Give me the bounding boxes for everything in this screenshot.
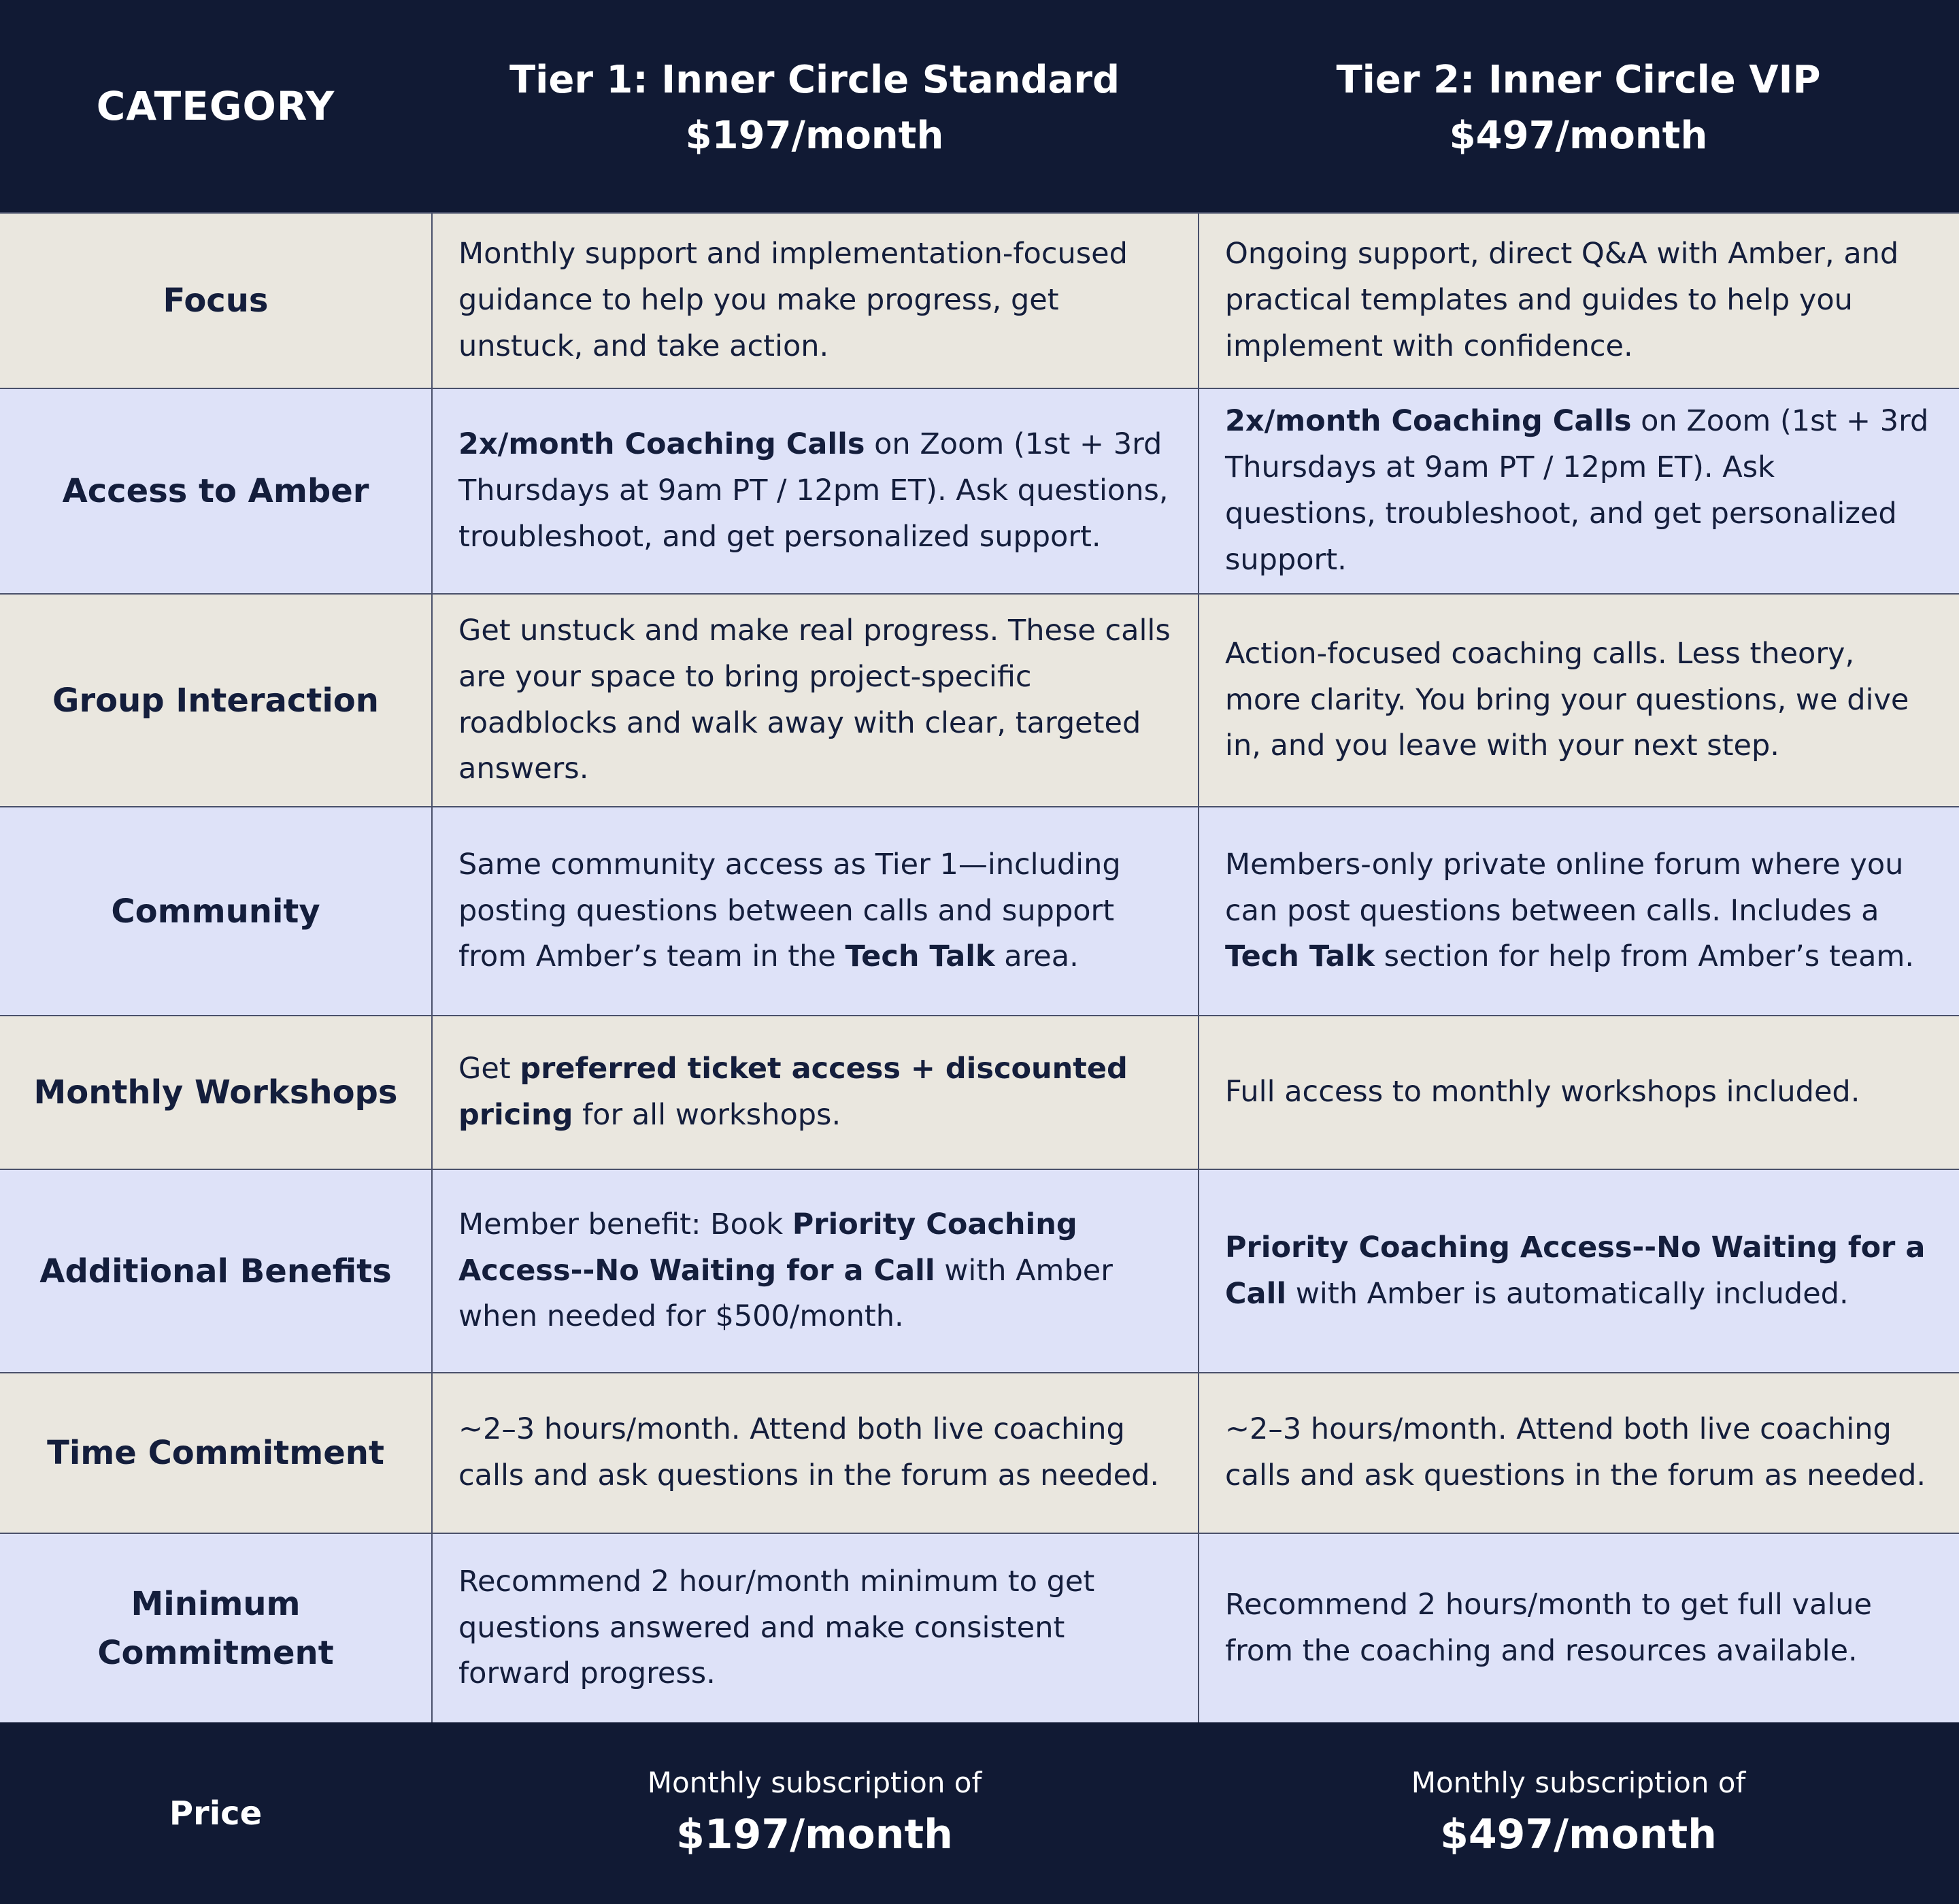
- footer-price-label: Price: [169, 1794, 263, 1833]
- tier2-cell: Recommend 2 hours/month to get full valu…: [1198, 1533, 1959, 1722]
- tier2-cell: Priority Coaching Access--No Waiting for…: [1198, 1169, 1959, 1372]
- tier1-cell: Member benefit: Book Priority Coaching A…: [431, 1169, 1198, 1372]
- footer-tier1-subscription: Monthly subscription of: [647, 1766, 982, 1799]
- category-cell: Community: [0, 806, 431, 1015]
- tier2-cell: ~2–3 hours/month. Attend both live coach…: [1198, 1372, 1959, 1533]
- tier1-cell: Monthly support and implementation-focus…: [431, 212, 1198, 388]
- tier2-cell: Ongoing support, direct Q&A with Amber, …: [1198, 212, 1959, 388]
- tier1-cell: Get preferred ticket access + discounted…: [431, 1015, 1198, 1169]
- tier2-cell: 2x/month Coaching Calls on Zoom (1st + 3…: [1198, 388, 1959, 593]
- tier2-cell: Members-only private online forum where …: [1198, 806, 1959, 1015]
- category-cell: Focus: [0, 212, 431, 388]
- footer-tier2-subscription: Monthly subscription of: [1411, 1766, 1746, 1799]
- category-cell: Minimum Commitment: [0, 1533, 431, 1722]
- footer-tier1: Monthly subscription of $197/month: [431, 1722, 1198, 1904]
- footer-tier2-price: $497/month: [1440, 1811, 1717, 1858]
- footer-price-row-label: Price: [0, 1722, 431, 1904]
- header-tier2: Tier 2: Inner Circle VIP $497/month: [1198, 0, 1959, 212]
- header-tier1: Tier 1: Inner Circle Standard $197/month: [431, 0, 1198, 212]
- tier2-cell: Full access to monthly workshops include…: [1198, 1015, 1959, 1169]
- category-header-label: CATEGORY: [96, 83, 335, 129]
- tier1-title: Tier 1: Inner Circle Standard: [509, 57, 1120, 102]
- tier2-price: $497/month: [1449, 113, 1708, 158]
- category-cell: Group Interaction: [0, 593, 431, 806]
- footer-tier1-price: $197/month: [676, 1811, 953, 1858]
- tier2-cell: Action-focused coaching calls. Less theo…: [1198, 593, 1959, 806]
- tier1-cell: Recommend 2 hour/month minimum to get qu…: [431, 1533, 1198, 1722]
- tier1-cell: Get unstuck and make real progress. Thes…: [431, 593, 1198, 806]
- category-cell: Time Commitment: [0, 1372, 431, 1533]
- tier1-cell: ~2–3 hours/month. Attend both live coach…: [431, 1372, 1198, 1533]
- category-cell: Additional Benefits: [0, 1169, 431, 1372]
- category-cell: Access to Amber: [0, 388, 431, 593]
- tier1-price: $197/month: [685, 113, 944, 158]
- footer-tier2: Monthly subscription of $497/month: [1198, 1722, 1959, 1904]
- tier2-title: Tier 2: Inner Circle VIP: [1336, 57, 1821, 102]
- tier1-cell: 2x/month Coaching Calls on Zoom (1st + 3…: [431, 388, 1198, 593]
- category-cell: Monthly Workshops: [0, 1015, 431, 1169]
- tier1-cell: Same community access as Tier 1—includin…: [431, 806, 1198, 1015]
- header-category: CATEGORY: [0, 0, 431, 212]
